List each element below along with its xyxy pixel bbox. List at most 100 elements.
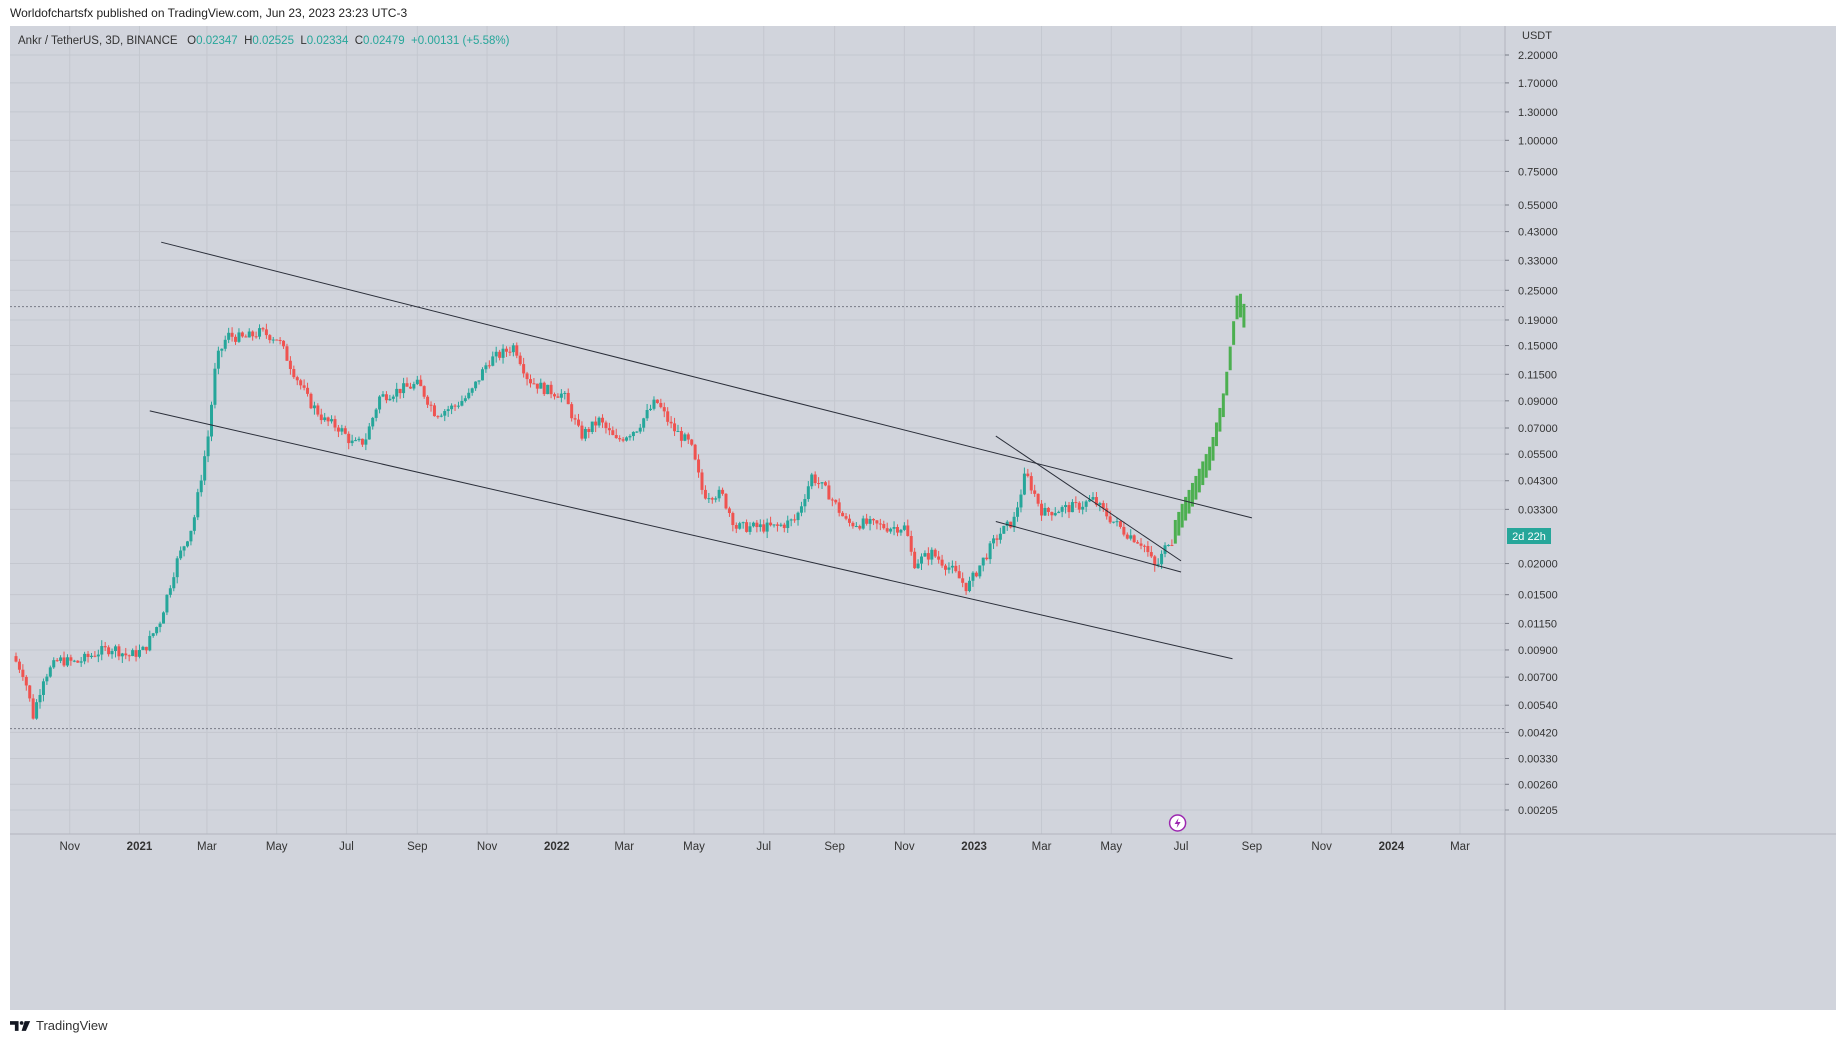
candle-down[interactable] (909, 536, 913, 552)
candle-up[interactable] (988, 543, 992, 560)
candle-up[interactable] (625, 437, 629, 441)
candle-up[interactable] (89, 655, 93, 658)
candle-down[interactable] (659, 402, 663, 408)
candle-up[interactable] (676, 431, 680, 433)
candle-up[interactable] (799, 506, 803, 513)
candle-down[interactable] (336, 427, 340, 432)
candle-down[interactable] (518, 355, 522, 365)
candle-up[interactable] (192, 517, 196, 531)
candle-up[interactable] (902, 525, 906, 530)
candle-up[interactable] (120, 653, 124, 657)
candle-up[interactable] (1084, 501, 1088, 507)
candle-down[interactable] (453, 405, 457, 407)
candle-up[interactable] (820, 482, 824, 484)
candle-down[interactable] (1146, 545, 1150, 553)
candle-up[interactable] (748, 526, 752, 532)
candle-up[interactable] (992, 538, 996, 544)
candle-down[interactable] (703, 489, 707, 499)
candle-up[interactable] (35, 702, 39, 719)
candle-down[interactable] (240, 332, 244, 337)
candle-down[interactable] (830, 499, 834, 501)
candle-up[interactable] (635, 431, 639, 433)
candle-down[interactable] (408, 386, 412, 389)
candle-up[interactable] (789, 519, 793, 521)
candle-down[interactable] (686, 434, 690, 440)
candle-up[interactable] (779, 524, 783, 526)
candle-down[interactable] (844, 516, 848, 519)
candle-down[interactable] (515, 345, 519, 356)
candle-down[interactable] (553, 394, 557, 397)
candle-down[interactable] (292, 369, 296, 378)
candle-down[interactable] (14, 656, 18, 662)
candle-up[interactable] (395, 388, 399, 397)
candle-down[interactable] (1149, 552, 1153, 557)
candle-down[interactable] (268, 335, 272, 341)
candle-down[interactable] (525, 373, 529, 380)
candle-up[interactable] (227, 332, 231, 340)
candle-down[interactable] (1009, 521, 1013, 528)
candle-down[interactable] (254, 336, 258, 338)
candle-up[interactable] (1070, 502, 1074, 513)
candle-up[interactable] (810, 474, 814, 487)
candle-down[interactable] (700, 472, 704, 490)
candle-down[interactable] (422, 386, 426, 397)
candle-down[interactable] (1094, 497, 1098, 505)
candle-down[interactable] (319, 414, 323, 421)
candle-down[interactable] (532, 383, 536, 385)
candle-up[interactable] (323, 417, 327, 421)
candle-up[interactable] (148, 635, 152, 651)
candle-up[interactable] (491, 356, 495, 366)
candle-down[interactable] (727, 508, 731, 514)
candle-up[interactable] (803, 499, 807, 507)
candle-up[interactable] (923, 553, 927, 557)
candle-up[interactable] (546, 384, 550, 395)
candle-up[interactable] (1019, 494, 1023, 508)
candle-down[interactable] (985, 557, 989, 560)
candle-up[interactable] (161, 612, 165, 624)
candle-up[interactable] (642, 418, 646, 428)
candle-up[interactable] (1016, 507, 1020, 517)
candle-up[interactable] (738, 523, 742, 529)
candle-down[interactable] (823, 482, 827, 486)
candle-down[interactable] (69, 657, 73, 661)
candle-up[interactable] (889, 528, 893, 532)
candle-up[interactable] (477, 380, 481, 382)
candle-up[interactable] (707, 498, 711, 500)
candle-up[interactable] (765, 522, 769, 532)
trendline[interactable] (995, 521, 1182, 573)
candle-down[interactable] (775, 524, 779, 526)
trendline[interactable] (149, 410, 1233, 660)
candle-down[interactable] (693, 444, 697, 460)
candle-up[interactable] (168, 588, 172, 595)
candle-up[interactable] (1160, 553, 1164, 565)
candle-up[interactable] (511, 345, 515, 353)
candle-down[interactable] (607, 428, 611, 431)
candle-down[interactable] (957, 571, 961, 579)
candle-up[interactable] (179, 550, 183, 559)
candle-up[interactable] (861, 518, 865, 529)
candle-down[interactable] (24, 676, 28, 686)
candle-down[interactable] (913, 551, 917, 569)
candle-down[interactable] (504, 348, 508, 352)
candle-up[interactable] (638, 427, 642, 432)
candle-down[interactable] (666, 411, 670, 422)
candle-up[interactable] (1053, 513, 1057, 516)
candle-up[interactable] (186, 541, 190, 547)
candle-down[interactable] (690, 439, 694, 445)
candle-up[interactable] (247, 331, 251, 338)
candle-down[interactable] (1118, 521, 1122, 527)
candle-down[interactable] (295, 377, 299, 381)
candle-down[interactable] (244, 336, 248, 338)
candle-up[interactable] (559, 393, 563, 398)
candle-down[interactable] (21, 669, 25, 677)
candle-up[interactable] (1081, 506, 1085, 510)
candle-up[interactable] (220, 348, 224, 351)
candle-up[interactable] (631, 431, 635, 437)
candle-up[interactable] (364, 439, 368, 445)
candle-up[interactable] (196, 492, 200, 518)
candle-up[interactable] (216, 350, 220, 369)
candle-up[interactable] (714, 498, 718, 500)
candle-up[interactable] (1002, 525, 1006, 534)
candle-down[interactable] (1139, 543, 1143, 546)
candle-up[interactable] (357, 438, 361, 441)
